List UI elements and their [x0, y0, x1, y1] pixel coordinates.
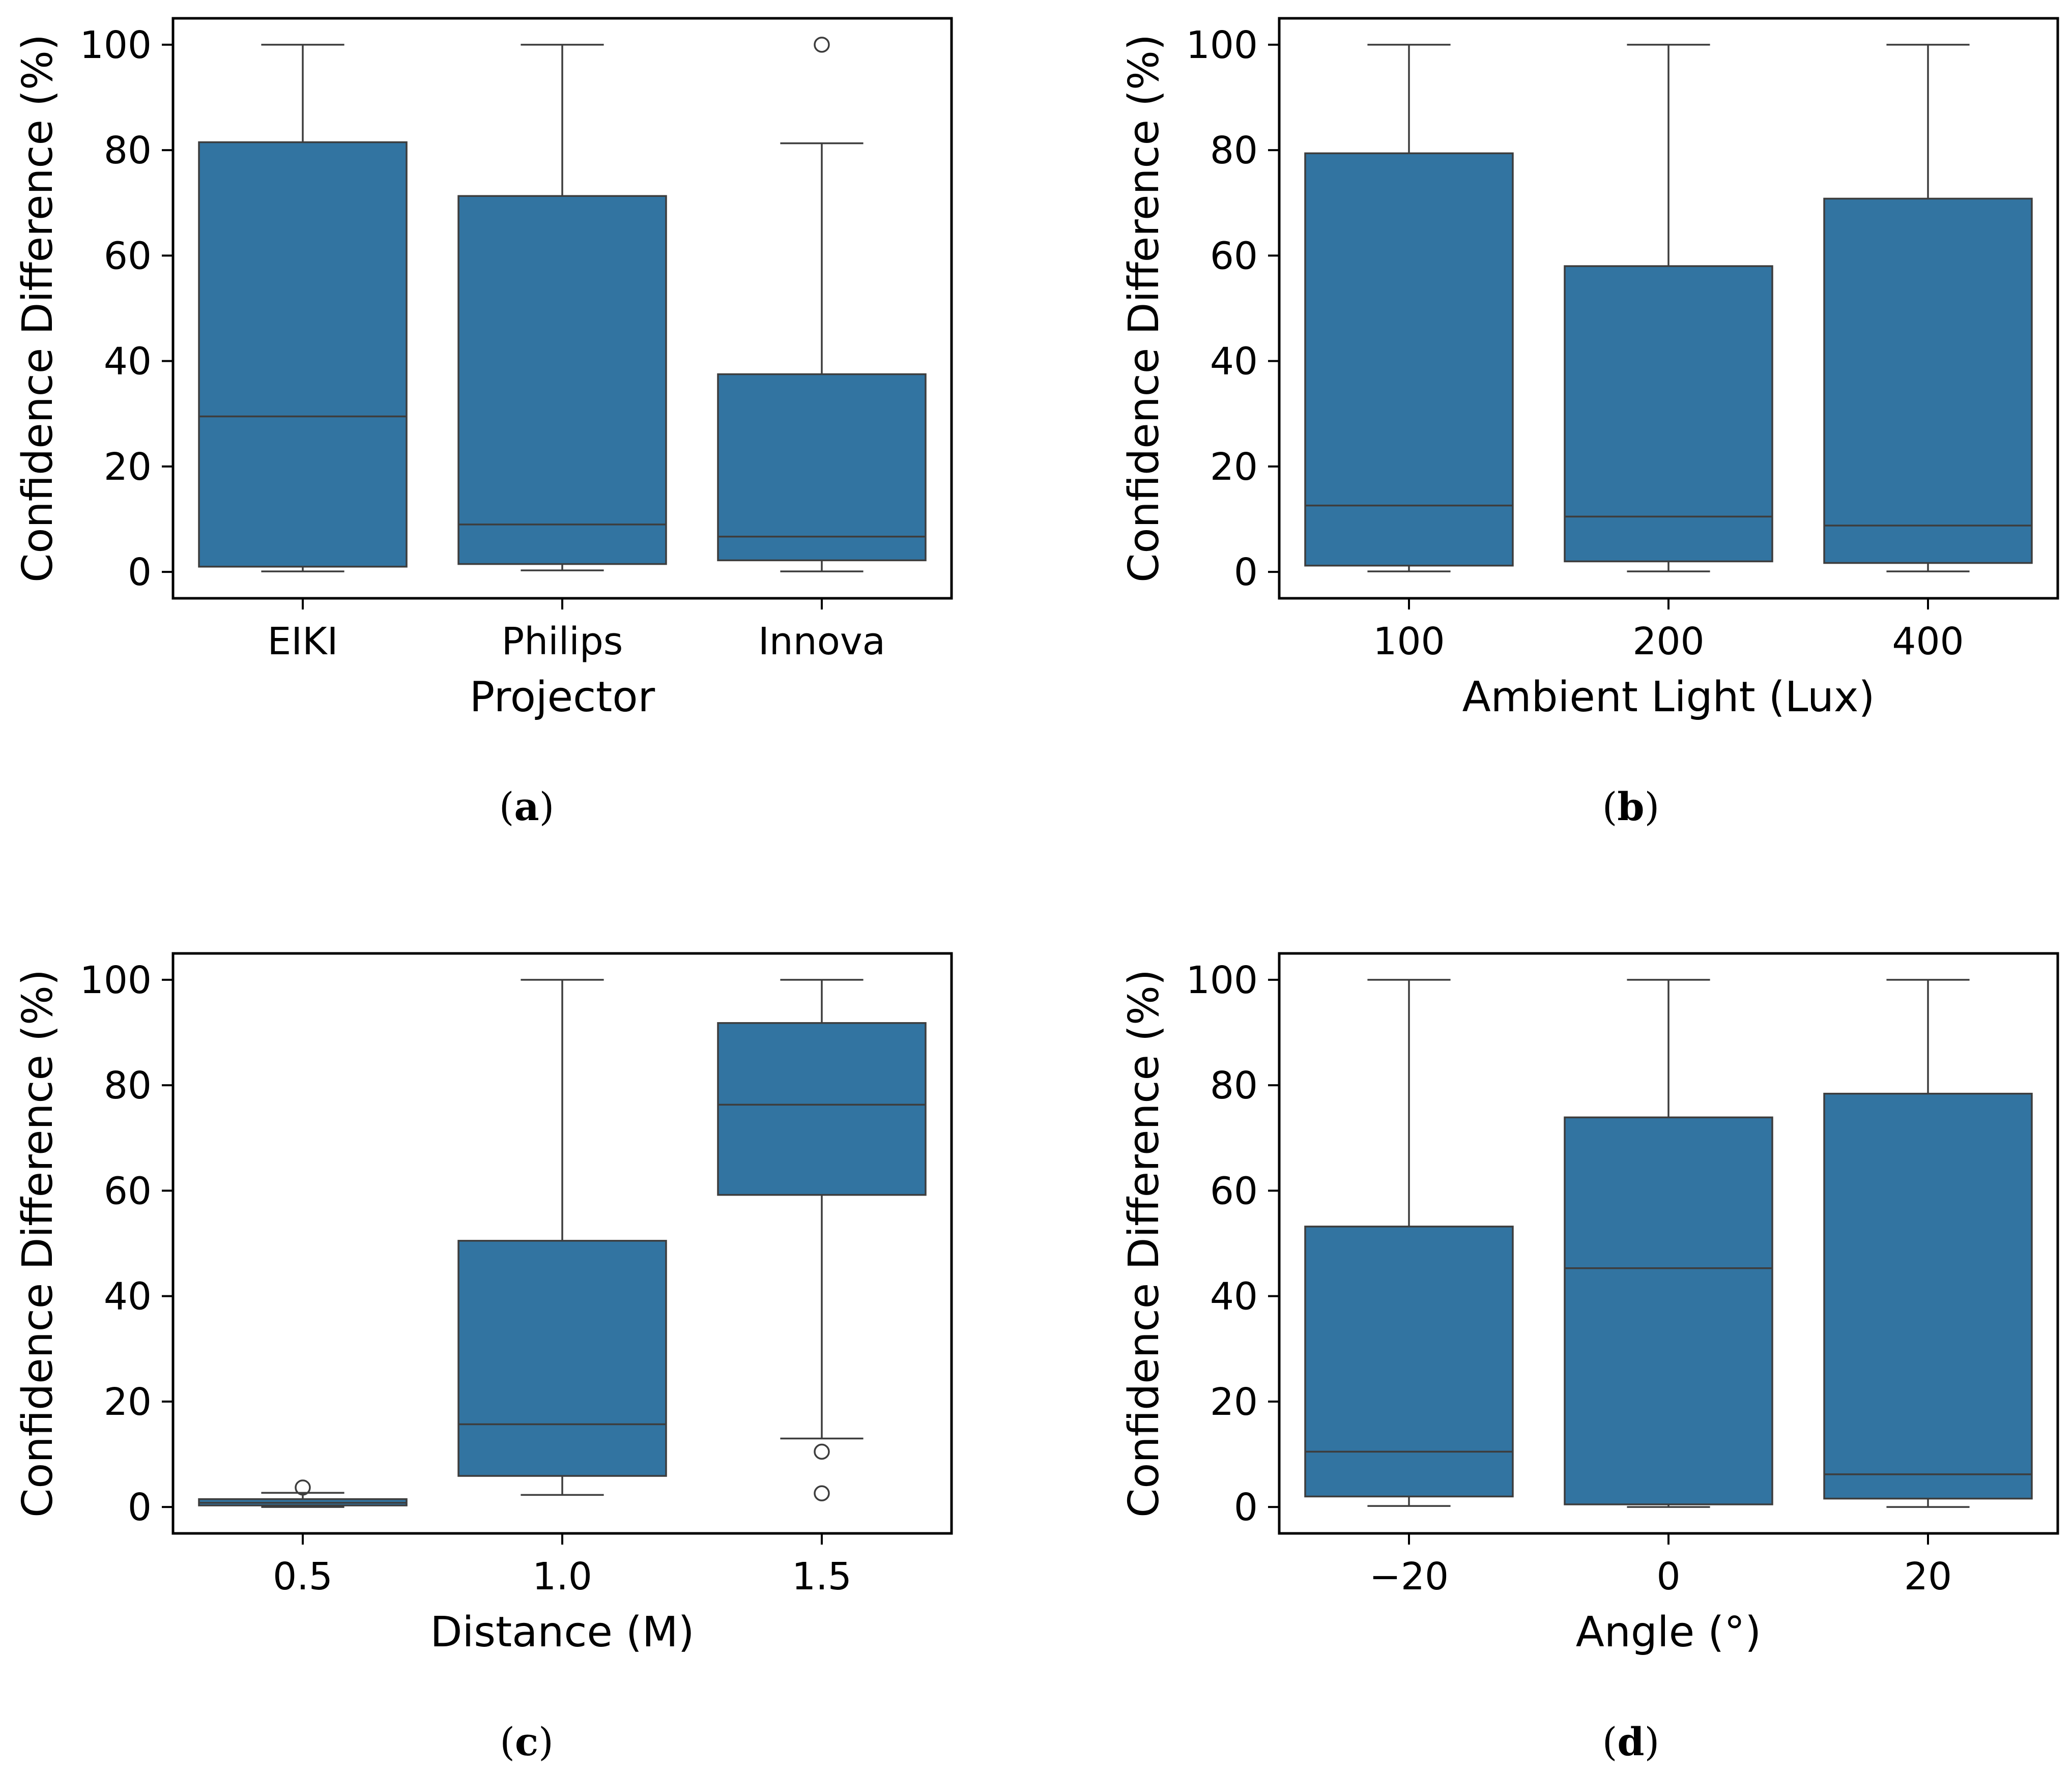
chart-panel-d: 0 20 40 60 80 100 Confidence Difference (%) −20… [1120, 952, 2059, 1764]
chart-panel-c: 0 20 40 60 80 100 Confidence Difference (%) 0.5… [14, 952, 953, 1764]
box-2 [717, 979, 927, 1501]
caption-close-paren: ) [538, 1719, 554, 1764]
y-axis-title: Confidence Difference (%) [14, 969, 62, 1518]
x-tick-label: 1.5 [792, 1555, 852, 1599]
x-axis-title: Distance (M) [430, 1608, 694, 1657]
x-tick-label: Philips [502, 620, 623, 663]
panel-caption: (d) [1602, 1719, 1659, 1764]
caption-open-paren: ( [499, 784, 514, 829]
y-tick-label: 60 [1210, 1169, 1258, 1213]
outlier-point [814, 1485, 830, 1501]
y-tick-label: 20 [104, 445, 152, 489]
y-tick-label: 40 [1210, 340, 1258, 384]
iqr-box [1564, 1116, 1773, 1505]
caption-letter: b [1617, 784, 1644, 829]
y-tick-label: 40 [104, 340, 152, 384]
outlier-point [814, 1443, 830, 1460]
panel-caption: (c) [500, 1719, 554, 1764]
box-2 [1823, 979, 2033, 1508]
x-tick-label: 0.5 [273, 1555, 333, 1599]
box-1 [457, 979, 667, 1496]
iqr-box [1304, 1226, 1514, 1498]
y-axis-title: Confidence Difference (%) [1120, 969, 1168, 1518]
box-0 [198, 1479, 408, 1508]
chart-panel-b: 0 20 40 60 80 100 Confidence Difference (%) 100… [1120, 17, 2059, 829]
y-tick-label: 60 [1210, 234, 1258, 278]
caption-close-paren: ) [539, 784, 555, 829]
caption-letter: c [515, 1719, 538, 1764]
iqr-box [457, 1240, 667, 1477]
y-tick-label: 100 [1186, 958, 1258, 1002]
y-tick-label: 20 [1210, 445, 1258, 489]
box-0 [1304, 979, 1514, 1507]
caption-open-paren: ( [1602, 1719, 1618, 1764]
y-tick-label: 100 [80, 958, 152, 1002]
y-axis-title: Confidence Difference (%) [1120, 34, 1168, 583]
y-tick-label: 0 [128, 550, 152, 594]
y-tick-label: 40 [1210, 1275, 1258, 1319]
x-tick-label: −20 [1369, 1555, 1449, 1599]
x-tick-label: 400 [1892, 620, 1964, 663]
y-tick-label: 20 [1210, 1380, 1258, 1424]
y-tick-label: 40 [104, 1275, 152, 1319]
box-1 [1564, 979, 1773, 1508]
caption-letter: d [1617, 1719, 1644, 1764]
x-tick-label: Innova [758, 620, 885, 663]
panel-caption: (a) [499, 784, 555, 829]
box-2 [717, 37, 927, 572]
y-tick-label: 60 [104, 234, 152, 278]
iqr-box [1304, 152, 1514, 567]
y-tick-label: 20 [104, 1380, 152, 1424]
box-1 [457, 44, 667, 571]
box-0 [1304, 44, 1514, 572]
y-tick-label: 80 [104, 1064, 152, 1108]
x-tick-label: 20 [1904, 1555, 1952, 1599]
chart-panel-a: 0 20 40 60 80 100 Confidence Difference (%) EIK… [14, 17, 953, 829]
iqr-box [717, 373, 927, 562]
caption-close-paren: ) [1645, 784, 1660, 829]
outlier-point [295, 1479, 311, 1496]
y-tick-label: 80 [1210, 129, 1258, 172]
y-tick-label: 100 [1186, 23, 1258, 67]
y-tick-label: 0 [1234, 550, 1258, 594]
x-axis-title: Projector [470, 673, 655, 721]
y-tick-label: 80 [104, 129, 152, 172]
y-tick-label: 60 [104, 1169, 152, 1213]
y-tick-label: 0 [1234, 1486, 1258, 1529]
x-tick-label: EIKI [268, 620, 338, 663]
y-tick-label: 0 [128, 1486, 152, 1529]
box-2 [1823, 44, 2033, 572]
box-1 [1564, 44, 1773, 572]
outlier-point [814, 37, 830, 53]
caption-open-paren: ( [500, 1719, 515, 1764]
iqr-box [1823, 197, 2033, 564]
caption-letter: a [514, 784, 539, 829]
y-tick-label: 80 [1210, 1064, 1258, 1108]
y-axis-title: Confidence Difference (%) [14, 34, 62, 583]
iqr-box [198, 141, 408, 568]
iqr-box [717, 1022, 927, 1196]
x-tick-label: 1.0 [532, 1555, 592, 1599]
caption-open-paren: ( [1602, 784, 1618, 829]
y-tick-label: 100 [80, 23, 152, 67]
x-axis-title: Angle (°) [1576, 1608, 1761, 1657]
x-axis-title: Ambient Light (Lux) [1462, 673, 1875, 721]
box-0 [198, 44, 408, 572]
x-tick-label: 200 [1632, 620, 1704, 663]
x-tick-label: 0 [1656, 1555, 1680, 1599]
panel-caption: (b) [1602, 784, 1659, 829]
caption-close-paren: ) [1645, 1719, 1660, 1764]
iqr-box [1564, 265, 1773, 563]
iqr-box [457, 195, 667, 565]
x-tick-label: 100 [1373, 620, 1445, 663]
iqr-box [1823, 1092, 2033, 1500]
